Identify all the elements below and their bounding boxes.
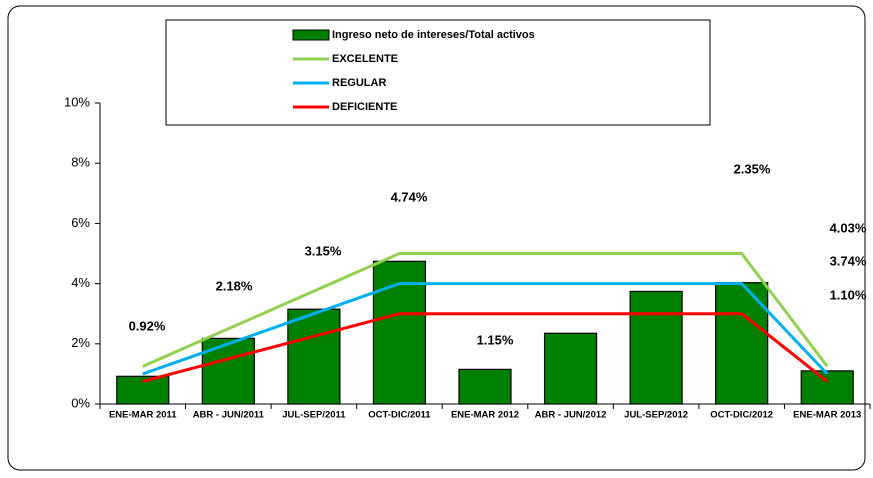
x-tick-label: ENE-MAR 2013 [793,410,861,421]
x-tick-label: ABR - JUN/2011 [193,410,265,421]
legend-swatch [292,29,330,41]
line-3 [142,312,829,383]
legend-label: EXCELENTE [332,53,398,65]
legend-box [165,19,711,126]
x-tick-label: OCT-DIC/2011 [368,410,431,421]
bar [201,337,255,405]
value-label: 4.74% [391,189,428,204]
bar [543,332,598,405]
value-label: 1.15% [477,332,514,347]
bar [116,375,170,405]
x-tick-label: OCT-DIC/2012 [710,410,773,421]
bar [800,370,854,405]
line-2 [142,282,829,376]
value-label: 2.18% [216,278,253,293]
y-tick-label: 6% [71,215,90,230]
legend-label: REGULAR [332,77,386,89]
x-tick-label: ENE-MAR 2012 [451,410,519,421]
value-label: 1.10% [830,287,867,302]
value-label: 3.74% [830,253,867,268]
x-tick-label: ABR - JUN/2012 [535,410,607,421]
x-tick-label: JUL-SEP/2011 [282,410,346,421]
value-label: 4.03% [830,220,867,235]
bar [629,290,683,405]
legend-label: DEFICIENTE [332,101,397,113]
bar [458,368,512,405]
y-tick-label: 8% [71,155,90,170]
y-tick-label: 2% [71,335,90,350]
bar [287,308,341,405]
legend-label: Ingreso neto de intereses/Total activos [332,29,535,41]
x-tick-label: JUL-SEP/2012 [624,410,688,421]
y-tick-label: 0% [71,395,90,410]
value-label: 3.15% [305,243,342,258]
x-tick-label: ENE-MAR 2011 [109,410,177,421]
y-tick-label: 10% [64,94,90,109]
y-tick-label: 4% [71,275,90,290]
line-1 [142,252,829,368]
value-label: 0.92% [129,318,166,333]
value-label: 2.35% [734,161,771,176]
